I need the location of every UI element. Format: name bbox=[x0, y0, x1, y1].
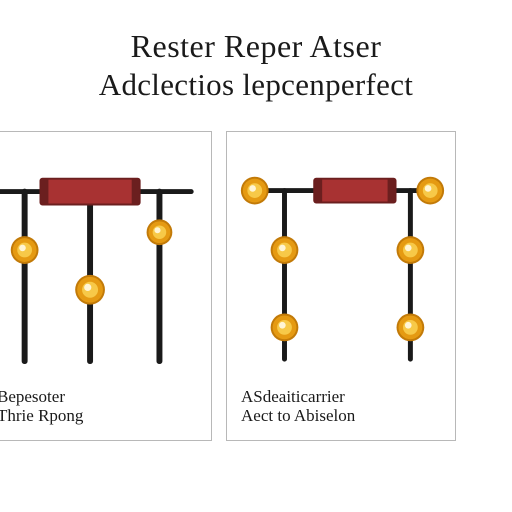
caption-left-line1: Bepesoter bbox=[0, 387, 83, 407]
caption-left-line2: Thrie Rpong bbox=[0, 406, 83, 426]
panel-right: ASdeaiticarrier Aect to Abiselon bbox=[226, 131, 456, 441]
title-line2: Adclectios lepcenperfect bbox=[20, 67, 492, 103]
diagram-left bbox=[0, 132, 211, 382]
caption-left: Bepesoter Thrie Rpong bbox=[0, 387, 83, 426]
caption-right: ASdeaiticarrier Aect to Abiselon bbox=[241, 387, 355, 426]
caption-right-line1: ASdeaiticarrier bbox=[241, 387, 355, 407]
title-block: Rester Reper Atser Adclectios lepcenperf… bbox=[0, 0, 512, 113]
title-line1: Rester Reper Atser bbox=[20, 28, 492, 65]
caption-right-line2: Aect to Abiselon bbox=[241, 406, 355, 426]
panel-left: Bepesoter Thrie Rpong bbox=[0, 131, 212, 441]
panels-row: Bepesoter Thrie Rpong ASdeaiticarrier Ae… bbox=[0, 113, 512, 441]
diagram-right bbox=[227, 132, 455, 382]
